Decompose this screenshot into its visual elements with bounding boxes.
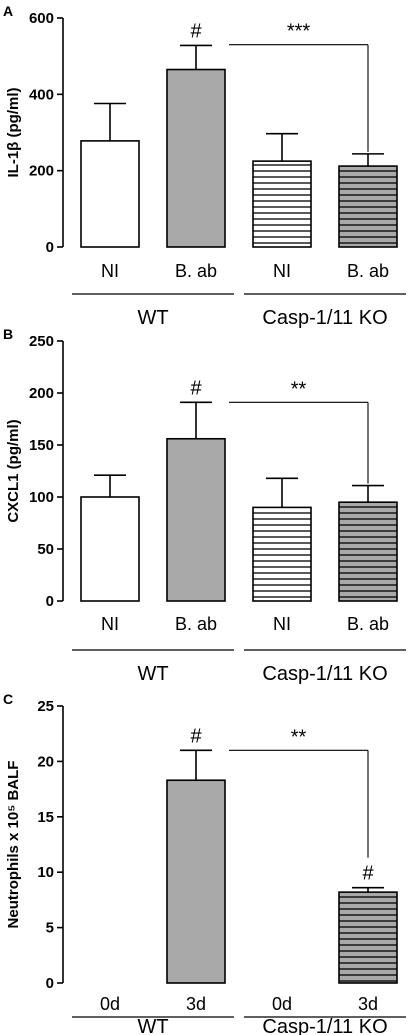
y-tick-label: 5 bbox=[46, 920, 54, 937]
group-label: Casp-1/11 KO bbox=[262, 663, 387, 685]
y-tick-label: 250 bbox=[29, 333, 54, 350]
category-label: NI bbox=[273, 614, 291, 634]
panel-letter: A bbox=[3, 3, 13, 19]
group-label: WT bbox=[137, 1016, 168, 1035]
y-tick-label: 25 bbox=[37, 698, 54, 715]
group-label: Casp-1/11 KO bbox=[262, 307, 387, 329]
bar bbox=[166, 437, 226, 602]
bar bbox=[80, 140, 140, 248]
y-axis-label: IL-1β (pg/ml) bbox=[5, 88, 22, 178]
comparison-label: *** bbox=[287, 21, 311, 43]
significance-marker: # bbox=[190, 20, 202, 42]
bar bbox=[338, 891, 398, 984]
comparison-label: ** bbox=[291, 726, 307, 748]
comparison-label: ** bbox=[291, 378, 307, 400]
y-tick-label: 15 bbox=[37, 809, 54, 826]
panel-a-chart: A 0 200 400 600 IL-1β (pg/ml) NI B. ab NI B. ab WT… bbox=[3, 3, 406, 329]
group-label: WT bbox=[137, 307, 168, 329]
y-tick-label: 150 bbox=[29, 437, 54, 454]
bar bbox=[252, 160, 312, 248]
y-tick-label: 50 bbox=[37, 541, 54, 558]
bar bbox=[252, 506, 312, 602]
category-label: NI bbox=[101, 614, 119, 634]
panel-letter: B bbox=[3, 326, 13, 342]
bar bbox=[166, 68, 226, 248]
category-label: B. ab bbox=[175, 614, 217, 634]
y-tick-label: 0 bbox=[46, 593, 54, 610]
y-tick-label: 600 bbox=[29, 10, 54, 27]
y-tick-label: 400 bbox=[29, 86, 54, 103]
panel-c-chart: C 0 5 10 15 20 25 Neutrophils x 10⁵ BALF 0d 3d 0d 3… bbox=[3, 691, 406, 1035]
significance-marker: # bbox=[362, 863, 374, 885]
y-tick-label: 100 bbox=[29, 489, 54, 506]
y-tick-label: 0 bbox=[46, 975, 54, 992]
panel-b-chart: B 0 50 100 150 200 250 CXCL1 (pg/ml) NI B. ab NI B.… bbox=[3, 326, 406, 685]
category-label: 0d bbox=[272, 994, 292, 1014]
category-label: 3d bbox=[358, 994, 378, 1014]
category-label: NI bbox=[273, 261, 291, 281]
bar bbox=[338, 165, 398, 248]
category-label: B. ab bbox=[347, 614, 389, 634]
group-label: WT bbox=[137, 663, 168, 685]
y-tick-label: 20 bbox=[37, 753, 54, 770]
y-tick-label: 200 bbox=[29, 163, 54, 180]
group-label: Casp-1/11 KO bbox=[262, 1016, 387, 1035]
category-label: 3d bbox=[186, 994, 206, 1014]
y-axis-label: Neutrophils x 10⁵ BALF bbox=[5, 761, 22, 929]
panel-letter: C bbox=[3, 691, 13, 707]
category-label: B. ab bbox=[175, 261, 217, 281]
category-label: 0d bbox=[100, 994, 120, 1014]
bar bbox=[338, 501, 398, 602]
significance-marker: # bbox=[190, 377, 202, 399]
y-tick-label: 200 bbox=[29, 385, 54, 402]
category-label: B. ab bbox=[347, 261, 389, 281]
bar bbox=[166, 779, 226, 984]
y-axis-label: CXCL1 (pg/ml) bbox=[5, 419, 22, 522]
y-tick-label: 10 bbox=[37, 864, 54, 881]
significance-marker: # bbox=[190, 725, 202, 747]
bar bbox=[80, 496, 140, 602]
category-label: NI bbox=[101, 261, 119, 281]
y-tick-label: 0 bbox=[46, 239, 54, 256]
